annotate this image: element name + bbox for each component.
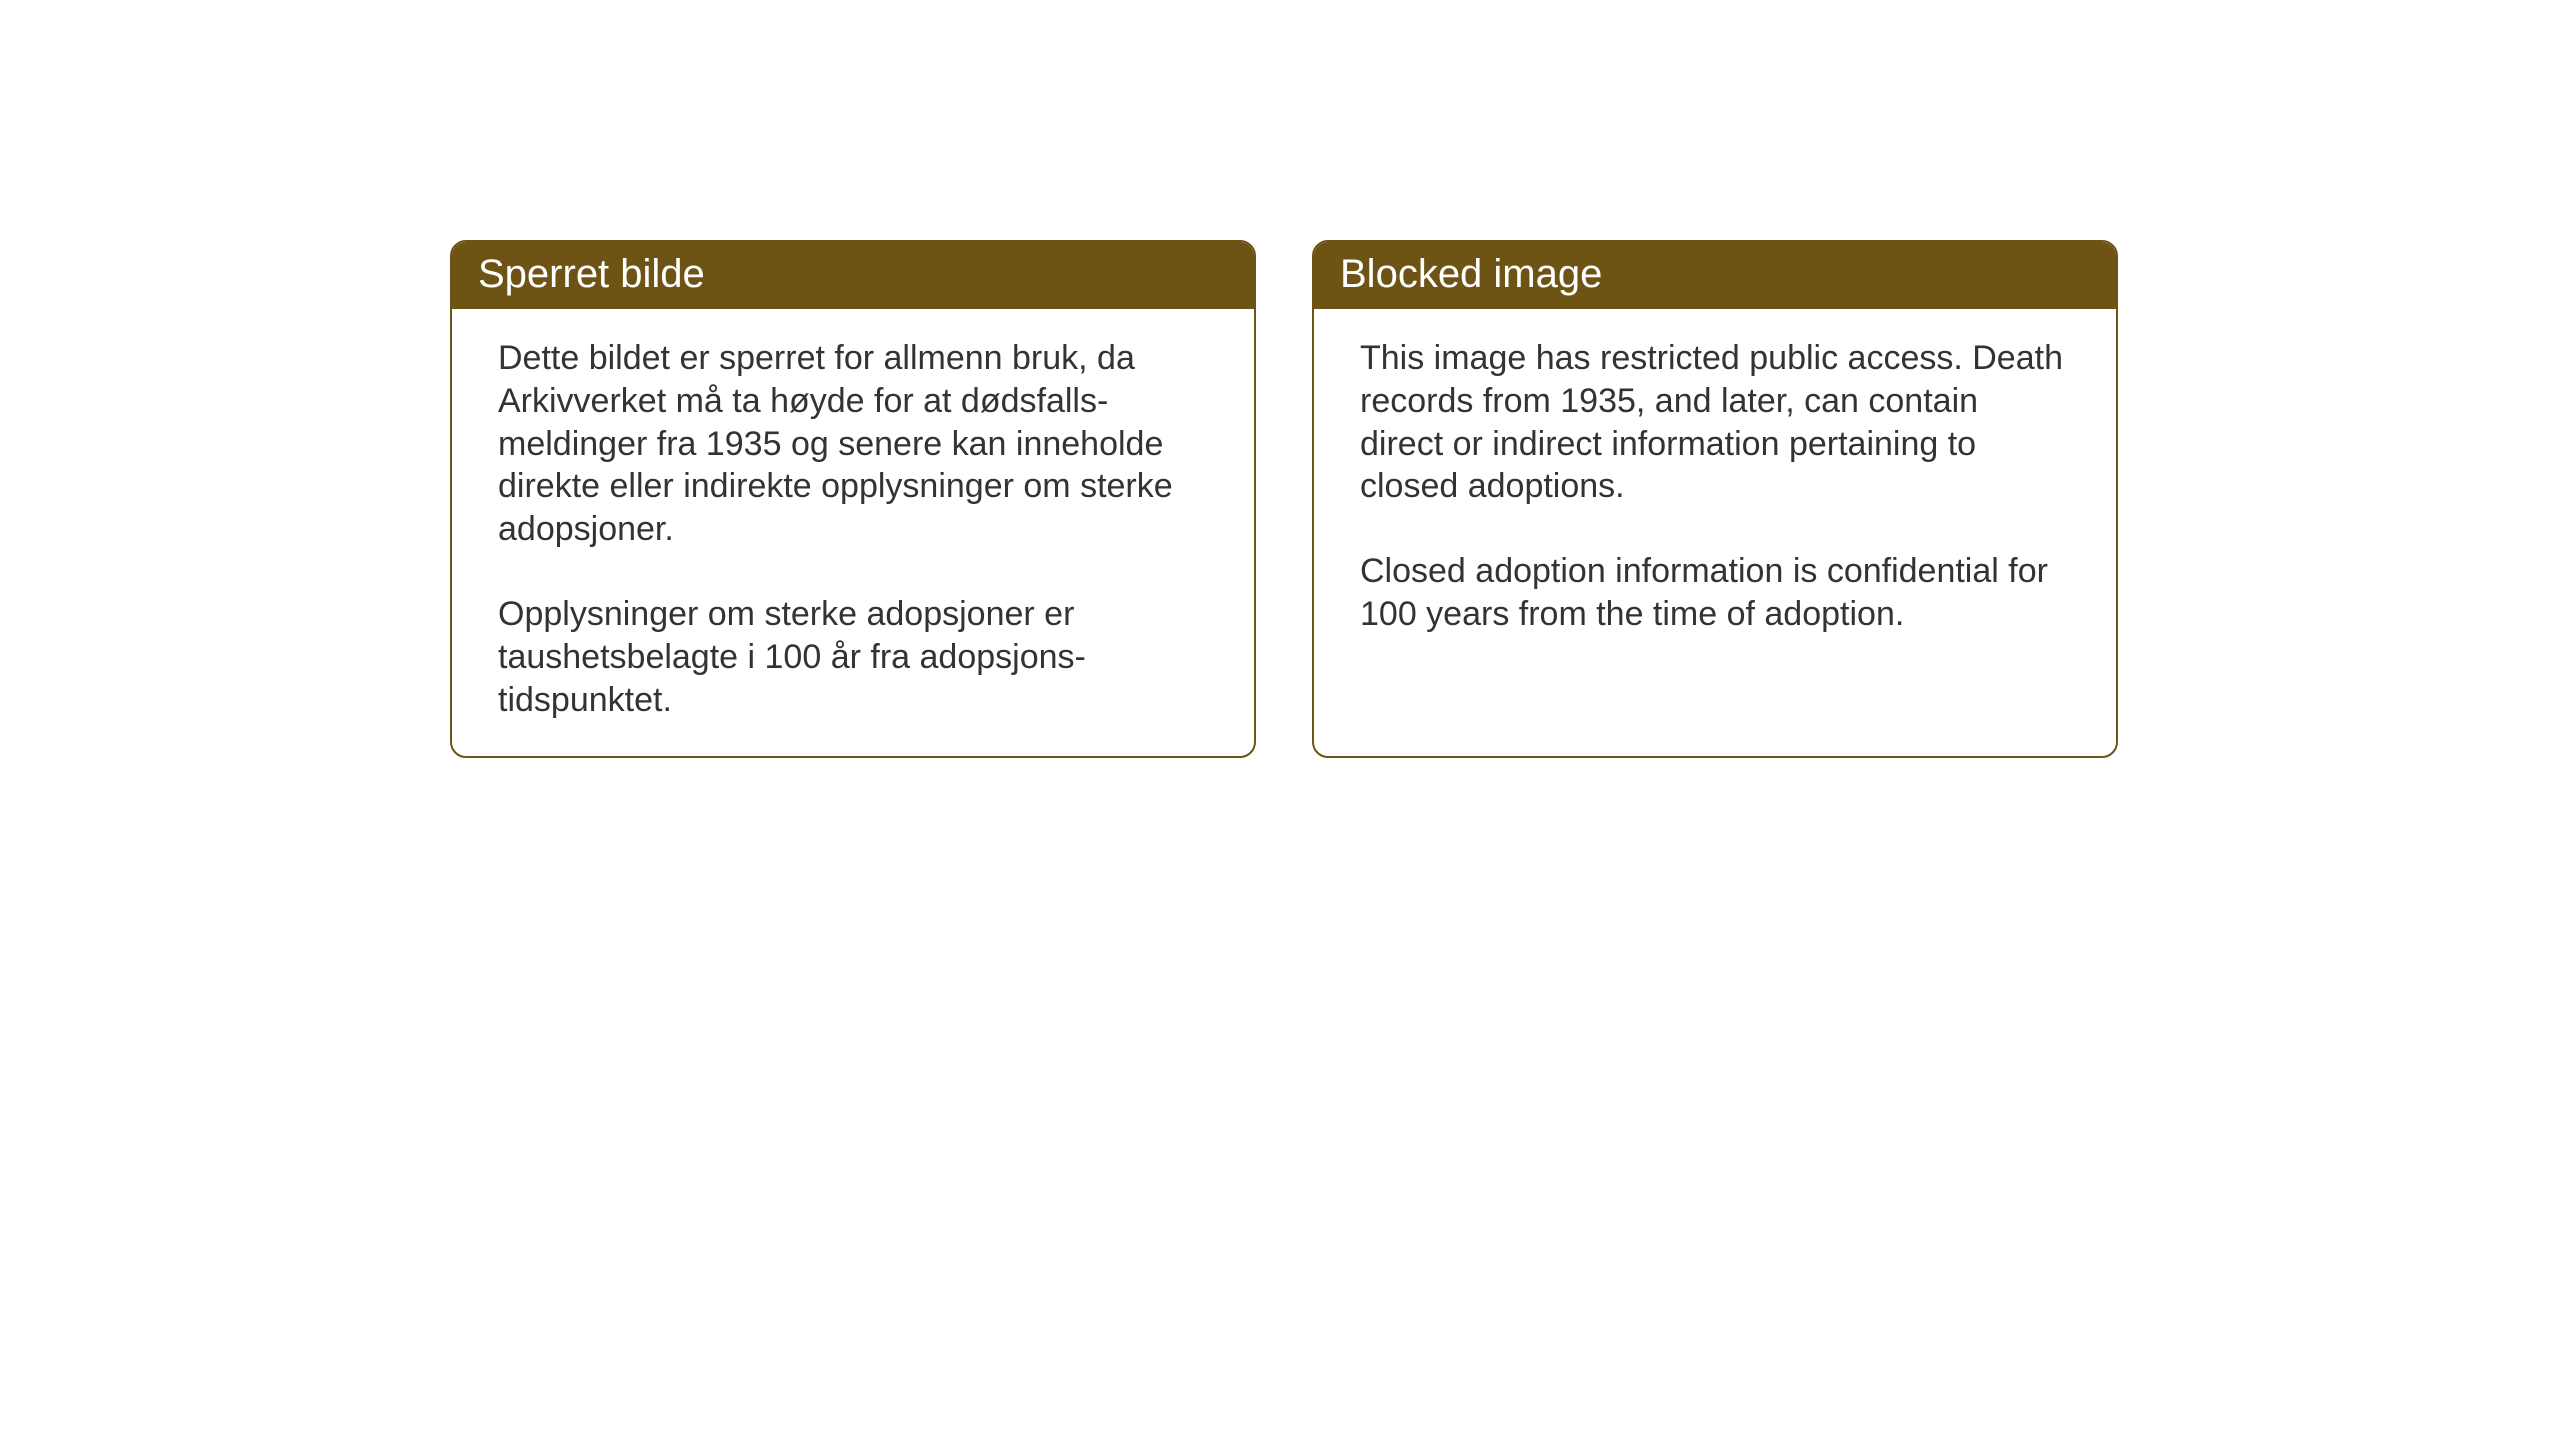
card-header-norwegian: Sperret bilde <box>452 242 1254 309</box>
card-header-english: Blocked image <box>1314 242 2116 309</box>
card-norwegian: Sperret bilde Dette bildet er sperret fo… <box>450 240 1256 758</box>
paragraph-norwegian-1: Dette bildet er sperret for allmenn bruk… <box>498 337 1208 551</box>
paragraph-english-1: This image has restricted public access.… <box>1360 337 2070 508</box>
card-english: Blocked image This image has restricted … <box>1312 240 2118 758</box>
card-body-english: This image has restricted public access.… <box>1314 309 2116 670</box>
paragraph-norwegian-2: Opplysninger om sterke adopsjoner er tau… <box>498 593 1208 721</box>
cards-container: Sperret bilde Dette bildet er sperret fo… <box>450 240 2118 758</box>
paragraph-english-2: Closed adoption information is confident… <box>1360 550 2070 636</box>
card-body-norwegian: Dette bildet er sperret for allmenn bruk… <box>452 309 1254 756</box>
